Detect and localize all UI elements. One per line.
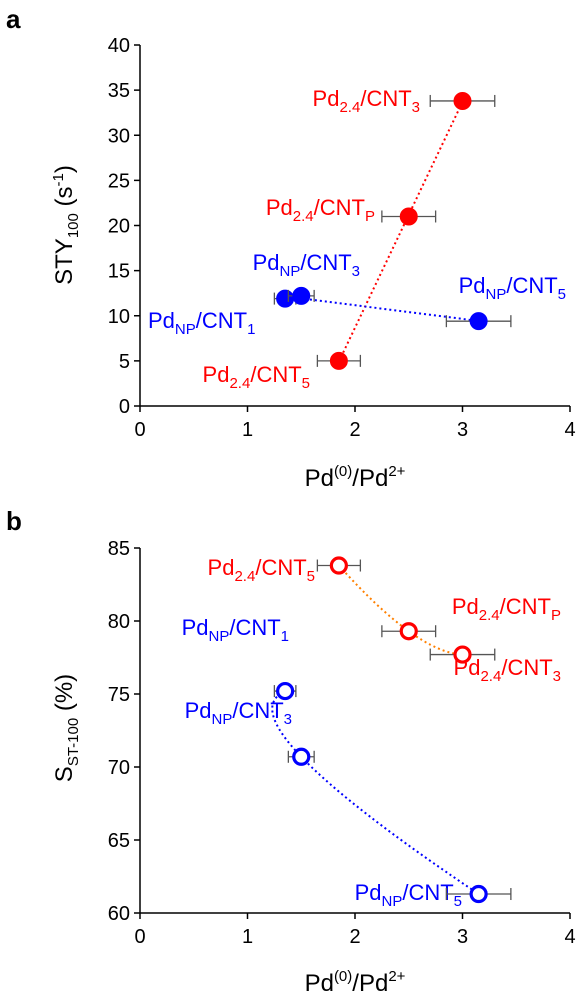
trendline-0: [338, 564, 463, 656]
panel-b-letter: b: [6, 506, 22, 536]
data-point: [469, 312, 488, 331]
y-tick-label: 70: [108, 757, 130, 779]
data-point: [399, 622, 418, 641]
panel-a-marks: 0 5 10 15 20 25 30 35 40 0 1 2 3 4: [108, 35, 576, 441]
y-tick-label: 10: [108, 306, 130, 328]
x-tick-label: 4: [564, 419, 575, 441]
data-point: [453, 91, 472, 110]
y-tick-label: 30: [108, 125, 130, 147]
label-b-pd24-cnt5: Pd2.4/CNT5: [208, 555, 315, 585]
y-tick-label: 5: [119, 351, 130, 373]
trendline-0: [337, 101, 464, 363]
panel-a-letter: a: [6, 4, 21, 34]
chart-marks: 0 5 10 15 20 25 30 35 40 0 1 2 3 4 60 65 70 75 80 85 0 1 2 3 4: [108, 35, 576, 948]
x-tick-label: 2: [349, 419, 360, 441]
y-tick-label: 65: [108, 830, 130, 852]
label-pd24-cnt3: Pd2.4/CNT3: [313, 86, 420, 116]
data-point: [276, 681, 295, 701]
x-tick-label: 3: [457, 419, 468, 441]
y-tick-label: 20: [108, 216, 130, 238]
y-tick-label: 75: [108, 684, 130, 706]
panel-b-marks: 60 65 70 75 80 85 0 1 2 3 4: [108, 538, 576, 948]
label-b-pdnp-cnt1: PdNP/CNT1: [182, 615, 289, 645]
panel-a-x-title: Pd(0)/Pd2+: [305, 463, 406, 492]
x-tick-label: 0: [134, 419, 145, 441]
data-point: [469, 884, 488, 904]
label-b-pdnp-cnt3: PdNP/CNT3: [185, 698, 292, 728]
label-pd24-cntp: Pd2.4/CNTP: [266, 195, 375, 225]
data-point: [292, 286, 311, 305]
data-point: [329, 556, 348, 575]
x-tick-label: 2: [349, 926, 360, 948]
label-pdnp-cnt5: PdNP/CNT5: [459, 273, 566, 303]
y-tick-label: 40: [108, 35, 130, 57]
label-pdnp-cnt1: PdNP/CNT1: [148, 308, 255, 338]
label-pdnp-cnt3: PdNP/CNT3: [253, 250, 360, 280]
data-point: [276, 289, 295, 308]
y-tick-label: 0: [119, 396, 130, 418]
x-tick-label: 4: [564, 926, 575, 948]
panel-b-x-title: Pd(0)/Pd2+: [305, 968, 406, 997]
trendline-1: [271, 690, 480, 895]
panel-b: b SST-100 (%) Pd(0)/Pd2+ Pd2.4/CNT5 Pd2.…: [6, 506, 561, 997]
y-tick-label: 80: [108, 611, 130, 633]
y-tick-label: 15: [108, 261, 130, 283]
data-point: [329, 351, 348, 370]
y-tick-label: 60: [108, 903, 130, 925]
x-tick-label: 1: [242, 419, 253, 441]
panel-a: a STY100 (s-1) Pd(0)/Pd2+ Pd2.4/CNT3 Pd2…: [6, 4, 566, 492]
label-b-pd24-cntp: Pd2.4/CNTP: [452, 594, 561, 624]
x-tick-label: 3: [457, 926, 468, 948]
y-tick-label: 25: [108, 170, 130, 192]
x-tick-label: 1: [242, 926, 253, 948]
label-b-pdnp-cnt5: PdNP/CNT5: [355, 880, 462, 910]
data-point: [399, 207, 418, 226]
data-point: [453, 645, 472, 664]
label-pd24-cnt5: Pd2.4/CNT5: [203, 362, 310, 392]
x-tick-label: 0: [134, 926, 145, 948]
y-tick-label: 35: [108, 80, 130, 102]
data-point: [292, 747, 311, 766]
panel-b-y-title: SST-100 (%): [51, 674, 82, 782]
panel-a-y-title: STY100 (s-1): [50, 165, 82, 285]
y-tick-label: 85: [108, 538, 130, 560]
